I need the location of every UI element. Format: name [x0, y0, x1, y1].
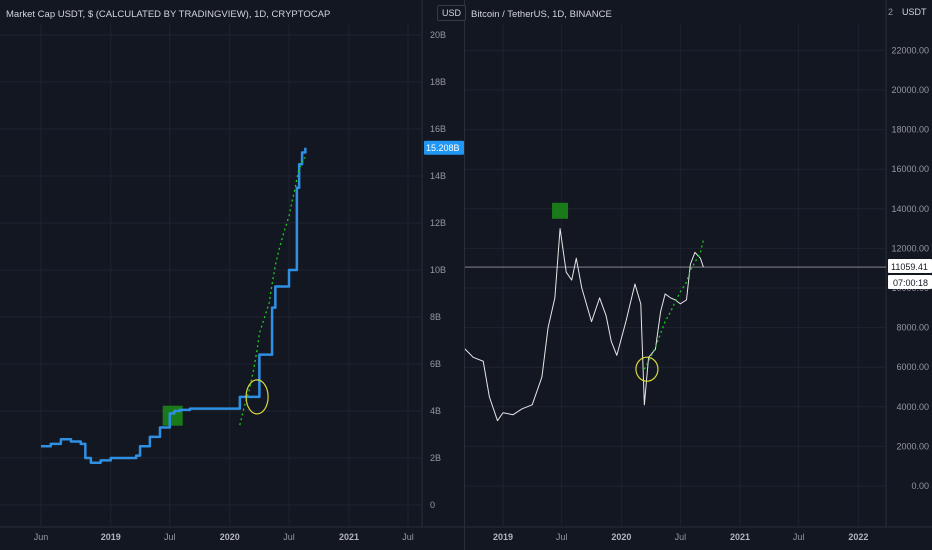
y-tick-label: 4B: [430, 406, 441, 416]
right-chart-pane[interactable]: 0.002000.004000.006000.008000.0010000.00…: [465, 0, 932, 550]
trend-dotted-line: [643, 240, 704, 370]
yellow-circle-annotation: [635, 356, 659, 382]
countdown-box: [888, 275, 932, 290]
left-currency-label[interactable]: USD: [437, 5, 467, 21]
usdt-market-cap-chart[interactable]: 0 2B 4B 6B 8B 10B 12B 14B 16B 18B 20B Jun 2019 Jul 202…: [0, 0, 464, 550]
price-tag-label: 15.208B: [426, 143, 460, 153]
x-tick-label: 2021: [730, 532, 750, 542]
x-tick-label: Jul: [556, 532, 568, 542]
x-tick-label: 2022: [848, 532, 868, 542]
y-tick-label: 12000.00: [891, 243, 929, 253]
x-tick-label: Jun: [34, 532, 49, 542]
x-tick-label: Jul: [675, 532, 687, 542]
green-marker-square: [552, 202, 569, 219]
y-tick-label-clipped: 2: [888, 7, 893, 17]
y-tick-label: 4000.00: [896, 402, 929, 412]
x-tick-label: 2021: [339, 532, 359, 542]
y-tick-label: 16B: [430, 124, 446, 134]
x-tick-label: Jul: [402, 532, 414, 542]
y-tick-label: 14B: [430, 171, 446, 181]
y-tick-label: 0.00: [911, 481, 929, 491]
x-tick-label: 2020: [611, 532, 631, 542]
x-tick-label: Jul: [283, 532, 295, 542]
x-tick-label: 2020: [220, 532, 240, 542]
y-tick-label: 2B: [430, 453, 441, 463]
y-tick-label: 10B: [430, 265, 446, 275]
y-tick-label: 18B: [430, 77, 446, 87]
y-tick-label: 0: [430, 500, 435, 510]
price-tag-box: [424, 140, 464, 155]
y-tick-label: 20B: [430, 30, 446, 40]
y-tick-label: 16000.00: [891, 164, 929, 174]
y-tick-label: 2000.00: [896, 441, 929, 451]
right-chart-title: Bitcoin / TetherUS, 1D, BINANCE: [471, 9, 612, 20]
x-tick-label: 2019: [493, 532, 513, 542]
countdown-label: 07:00:18: [893, 278, 928, 288]
y-tick-label: 6000.00: [896, 362, 929, 372]
left-chart-pane[interactable]: 0 2B 4B 6B 8B 10B 12B 14B 16B 18B 20B Jun 2019 Jul 202…: [0, 0, 467, 550]
y-tick-label: 6B: [430, 359, 441, 369]
right-currency-label[interactable]: USDT: [898, 5, 931, 19]
left-chart-title: Market Cap USDT, $ (CALCULATED BY TRADIN…: [6, 9, 331, 20]
trend-dotted-line: [239, 156, 306, 426]
yellow-circle-annotation: [245, 379, 269, 415]
y-tick-label: 18000.00: [891, 125, 929, 135]
y-tick-label: 20000.00: [891, 85, 929, 95]
price-tag-box: [888, 259, 932, 274]
y-tick-label: 8B: [430, 312, 441, 322]
x-tick-label: Jul: [793, 532, 805, 542]
price-tag-label: 11059.41: [891, 262, 928, 272]
y-tick-label: 12B: [430, 218, 446, 228]
btc-usdt-chart[interactable]: 0.002000.004000.006000.008000.0010000.00…: [465, 0, 932, 550]
usdt-market-cap-line: [41, 147, 307, 464]
y-tick-label: 8000.00: [896, 323, 929, 333]
btc-price-line: [465, 228, 704, 422]
y-tick-label: 14000.00: [891, 204, 929, 214]
x-tick-label: 2019: [101, 532, 121, 542]
y-tick-label: 22000.00: [891, 45, 929, 55]
x-tick-label: Jul: [164, 532, 176, 542]
